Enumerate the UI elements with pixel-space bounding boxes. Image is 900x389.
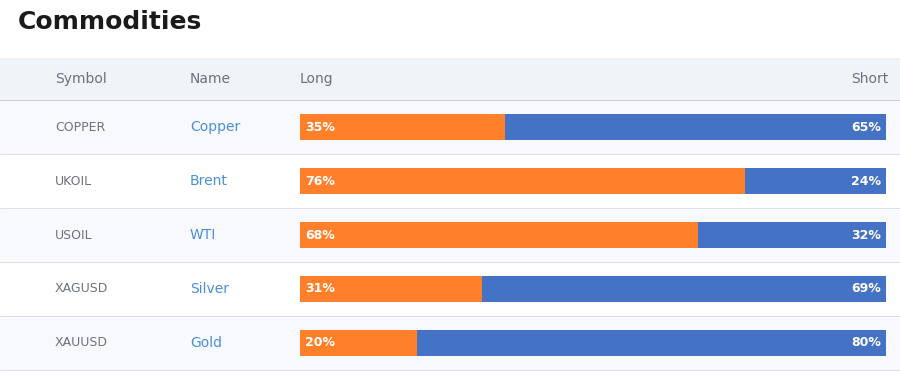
Bar bbox=[0, 58, 900, 100]
Text: Gold: Gold bbox=[190, 336, 222, 350]
Text: Short: Short bbox=[850, 72, 888, 86]
Text: 69%: 69% bbox=[851, 282, 881, 296]
Bar bbox=[745, 168, 886, 194]
Text: 31%: 31% bbox=[305, 282, 335, 296]
Text: 76%: 76% bbox=[305, 175, 335, 187]
Text: Copper: Copper bbox=[190, 120, 240, 134]
Bar bbox=[300, 168, 745, 194]
Text: 65%: 65% bbox=[851, 121, 881, 133]
Text: Name: Name bbox=[190, 72, 231, 86]
Text: COPPER: COPPER bbox=[55, 121, 105, 133]
Text: XAUUSD: XAUUSD bbox=[55, 336, 108, 349]
Text: 24%: 24% bbox=[851, 175, 881, 187]
Bar bbox=[0, 208, 900, 262]
Text: 80%: 80% bbox=[851, 336, 881, 349]
Text: WTI: WTI bbox=[190, 228, 216, 242]
Bar bbox=[300, 222, 698, 248]
Text: 68%: 68% bbox=[305, 228, 335, 242]
Text: Commodities: Commodities bbox=[18, 10, 202, 34]
Bar bbox=[300, 114, 505, 140]
Text: 32%: 32% bbox=[851, 228, 881, 242]
Bar bbox=[300, 276, 482, 302]
Bar bbox=[0, 262, 900, 316]
Text: USOIL: USOIL bbox=[55, 228, 93, 242]
Bar bbox=[698, 222, 886, 248]
Bar bbox=[418, 330, 886, 356]
Text: 20%: 20% bbox=[305, 336, 335, 349]
Text: Brent: Brent bbox=[190, 174, 228, 188]
Bar bbox=[0, 316, 900, 370]
Text: Silver: Silver bbox=[190, 282, 229, 296]
Text: Long: Long bbox=[300, 72, 334, 86]
Bar bbox=[482, 276, 886, 302]
Text: XAGUSD: XAGUSD bbox=[55, 282, 108, 296]
Text: UKOIL: UKOIL bbox=[55, 175, 92, 187]
Text: Symbol: Symbol bbox=[55, 72, 107, 86]
Bar bbox=[505, 114, 886, 140]
Bar bbox=[300, 330, 418, 356]
Bar bbox=[0, 100, 900, 154]
Bar bbox=[0, 154, 900, 208]
Text: 35%: 35% bbox=[305, 121, 335, 133]
